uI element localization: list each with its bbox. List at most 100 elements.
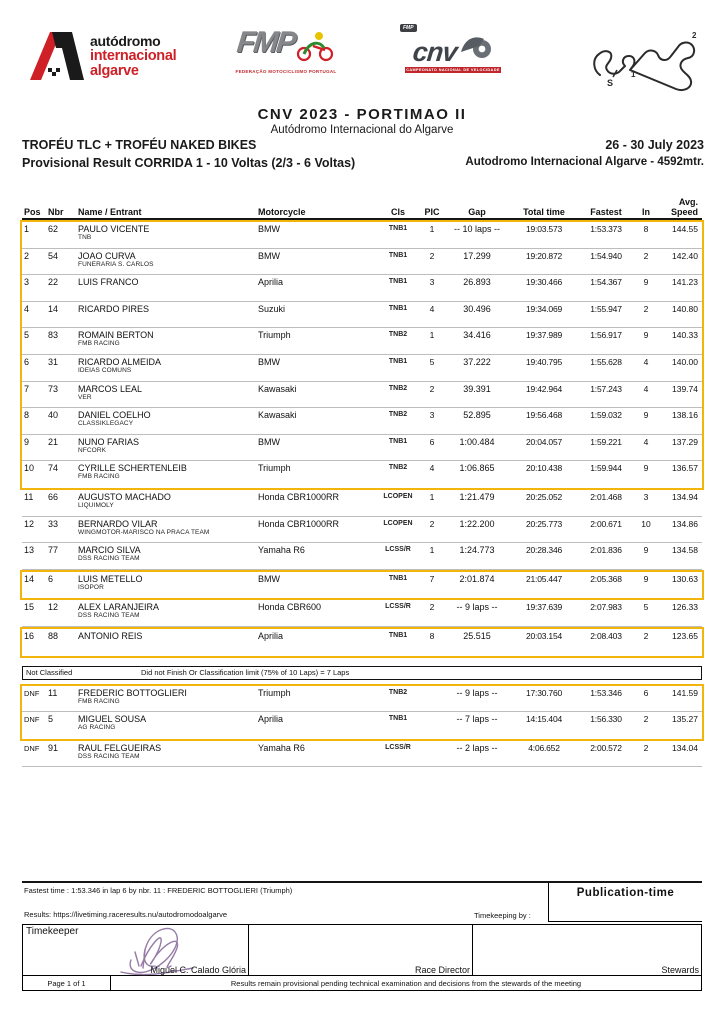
cell-pic: 3 [429, 277, 435, 288]
cell-motorcycle: Honda CBR1000RR [258, 518, 340, 529]
cell-total-time: 19:34.069 [525, 303, 562, 314]
rider-name: JOAO CURVA [78, 250, 136, 261]
cell-gap: 39.391 [463, 383, 491, 394]
cell-class: TNB1 [388, 631, 408, 639]
col-pic: PIC [424, 207, 440, 217]
rider-name: CYRILLE SCHERTENLEIB [78, 463, 187, 474]
cell-fastest-lap-number: 8 [643, 224, 649, 234]
cell-total-time: 19:20.872 [525, 250, 562, 261]
cell-motorcycle: Yamaha R6 [258, 742, 305, 753]
cell-class: LCSS/R [385, 546, 411, 554]
rider-name: AUGUSTO MACHADO [78, 491, 171, 502]
cell-motorcycle: Triumph [258, 330, 291, 341]
cell-pos: 2 [24, 250, 30, 261]
cell-fastest-lap-number: 9 [643, 277, 649, 288]
cell-gap: 25.515 [463, 630, 491, 641]
entrant-name: CLASSIKLEGACY [78, 420, 134, 428]
cell-pic: 2 [429, 250, 435, 261]
cell-pic: 1 [429, 545, 435, 556]
results-url-link[interactable]: https://livetiming.raceresults.nu/autodr… [53, 910, 228, 919]
cell-pos: 10 [24, 463, 35, 474]
cell-pic: 4 [429, 303, 435, 314]
algarve-logo-line1: autódromo [90, 33, 161, 49]
cell-pos: DNF [24, 688, 40, 698]
col-name: Name / Entrant [78, 207, 142, 217]
cell-motorcycle: Aprilia [258, 630, 284, 641]
algarve-logo-mark-icon [28, 24, 84, 89]
event-title: CNV 2023 - PORTIMAO II [257, 106, 467, 123]
cell-pic: 1 [429, 224, 435, 234]
cell-gap: 52.895 [463, 410, 491, 421]
entrant-name: FMB RACING [78, 340, 120, 348]
cell-fastest-lap: 1:54.367 [590, 277, 622, 288]
cell-avg-speed: 134.04 [672, 742, 698, 753]
entrant-name: DSS RACING TEAM [78, 555, 140, 563]
cell-nbr: 77 [48, 545, 59, 556]
entrant-name: VER [78, 393, 92, 401]
cnv-logo-subtext: CAMPEONATO NACIONAL DE VELOCIDADE [405, 67, 501, 73]
cell-fastest-lap-number: 9 [643, 463, 649, 474]
cell-pos: 16 [24, 630, 35, 641]
cell-pos: 13 [24, 545, 35, 556]
cell-nbr: 73 [48, 383, 59, 394]
result-row: DNF 91 RAUL FELGUEIRAS DSS RACING TEAM Y… [22, 741, 702, 768]
col-gap: Gap [468, 207, 486, 217]
provisional-disclaimer: Results remain provisional pending techn… [230, 978, 582, 988]
cell-nbr: 66 [48, 491, 59, 502]
cell-motorcycle: Suzuki [258, 303, 286, 314]
cell-motorcycle: BMW [258, 250, 280, 261]
cell-avg-speed: 135.27 [672, 714, 698, 725]
cell-fastest-lap-number: 9 [643, 545, 649, 556]
cell-gap: 1:06.865 [459, 463, 495, 474]
highlight-group: 14 6 LUIS METELLO ISOPOR BMW TNB1 7 2:01… [20, 569, 704, 601]
cell-fastest-lap-number: 4 [643, 383, 649, 394]
cell-class: TNB2 [388, 384, 408, 392]
cell-pic: 1 [429, 491, 435, 502]
cell-fastest-lap: 1:59.944 [590, 463, 622, 474]
algarve-logo: autódromo internacional algarve [28, 24, 177, 89]
cell-total-time: 19:37.639 [525, 602, 562, 613]
cell-pic: 7 [429, 573, 435, 584]
cell-total-time: 20:25.052 [525, 491, 562, 502]
cell-avg-speed: 141.23 [672, 277, 698, 288]
cell-nbr: 40 [48, 410, 59, 421]
cell-name-entrant: CYRILLE SCHERTENLEIB FMB RACING [78, 463, 258, 481]
cell-fastest-lap-number: 2 [643, 630, 649, 641]
cell-fastest-lap: 1:55.628 [590, 356, 622, 367]
cell-total-time: 20:04.057 [525, 436, 562, 447]
cell-pos: 5 [24, 330, 30, 341]
rider-name: ROMAIN BERTON [78, 330, 154, 341]
rider-name: MARCOS LEAL [78, 383, 143, 394]
cell-pic: 2 [429, 383, 435, 394]
cell-avg-speed: 140.33 [672, 330, 698, 341]
cell-avg-speed: 130.63 [672, 573, 698, 584]
entrant-name: LIQUIMOLY [78, 501, 114, 509]
cell-total-time: 17:30.760 [525, 687, 562, 698]
track-turn2-label: 2 [692, 31, 697, 40]
cell-class: LCOPEN [383, 519, 413, 527]
fmp-logo-text: FMP [235, 26, 297, 59]
cell-nbr: 83 [48, 330, 59, 341]
track-map: S 1 2 [586, 18, 708, 115]
cell-gap: 30.496 [463, 303, 491, 314]
cell-avg-speed: 140.00 [672, 356, 698, 367]
cell-name-entrant: DANIEL COELHO CLASSIKLEGACY [78, 410, 258, 428]
cell-fastest-lap: 2:01.468 [590, 491, 622, 502]
cell-name-entrant: LUIS METELLO ISOPOR [78, 574, 258, 592]
header-logos: autódromo internacional algarve FMP [28, 18, 706, 110]
cell-total-time: 19:40.795 [525, 356, 562, 367]
entrant-name: ISOPOR [78, 583, 104, 591]
cell-gap: -- 9 laps -- [456, 687, 498, 698]
cell-nbr: 54 [48, 250, 59, 261]
cell-gap: -- 9 laps -- [456, 602, 498, 613]
cell-avg-speed: 123.65 [672, 630, 698, 641]
page-footer-row: Page 1 of 1 Results remain provisional p… [22, 976, 702, 991]
cell-nbr: 5 [48, 714, 54, 725]
cell-class: TNB1 [388, 437, 408, 445]
cell-fastest-lap-number: 9 [643, 330, 649, 341]
row-group: DNF 91 RAUL FELGUEIRAS DSS RACING TEAM Y… [22, 741, 702, 768]
cell-motorcycle: Aprilia [258, 714, 284, 725]
cell-fastest-lap: 2:01.836 [590, 545, 622, 556]
results-url-line: Results: https://livetiming.raceresults.… [24, 910, 227, 919]
